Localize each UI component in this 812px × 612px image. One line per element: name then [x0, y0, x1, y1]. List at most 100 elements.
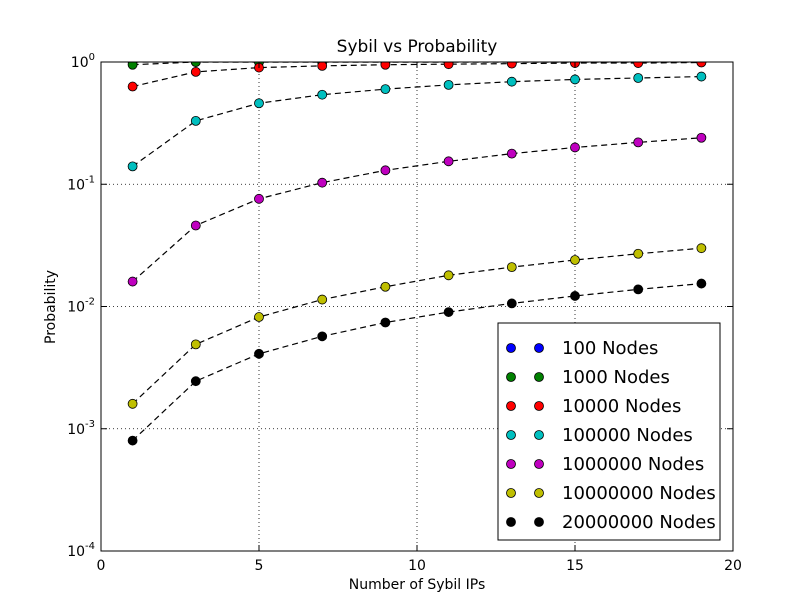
data-point-series-6 — [443, 307, 454, 317]
y-tick-base: 10 — [67, 422, 85, 438]
legend-marker — [534, 517, 544, 527]
data-point-series-4 — [696, 132, 707, 143]
legend-label: 1000000 Nodes — [562, 454, 704, 475]
x-tick-label: 15 — [566, 558, 584, 574]
legend-marker — [506, 430, 516, 440]
data-point-series-2 — [633, 62, 644, 68]
data-point-series-4 — [190, 220, 201, 231]
y-axis-label: Probability — [43, 270, 59, 344]
data-point-series-3 — [633, 73, 644, 83]
data-point-series-6 — [380, 317, 391, 328]
data-point-series-3 — [696, 71, 707, 82]
y-tick-exponent: -2 — [85, 297, 95, 308]
data-point-series-5 — [570, 255, 580, 265]
legend-marker — [506, 517, 516, 527]
data-point-series-2 — [127, 81, 138, 92]
legend-label: 1000 Nodes — [562, 367, 670, 388]
legend-marker — [534, 459, 544, 469]
data-point-series-4 — [254, 193, 264, 204]
y-tick-exponent: -4 — [85, 541, 95, 552]
legend-box — [497, 322, 721, 541]
data-point-series-2 — [696, 62, 707, 68]
x-tick-label: 5 — [255, 558, 264, 574]
data-point-series-6 — [317, 331, 328, 342]
data-point-series-4 — [506, 148, 517, 159]
data-point-series-2 — [443, 62, 454, 70]
data-point-series-5 — [696, 243, 707, 254]
data-point-series-3 — [380, 84, 391, 95]
data-point-series-6 — [506, 298, 517, 309]
data-point-series-6 — [127, 435, 138, 446]
data-point-series-5 — [190, 339, 201, 350]
series-line-6 — [132, 282, 702, 442]
data-point-series-2 — [317, 62, 328, 71]
legend-marker — [534, 430, 544, 440]
y-tick-label: 10-1 — [67, 174, 95, 193]
y-tick-base: 10 — [67, 300, 85, 316]
y-tick-base: 10 — [67, 544, 85, 560]
legend-marker — [534, 343, 544, 353]
y-tick-exponent: 0 — [89, 52, 95, 63]
legend-marker — [506, 401, 516, 411]
data-point-series-6 — [570, 291, 580, 301]
y-tick-base: 10 — [67, 177, 85, 193]
data-point-series-1 — [190, 62, 201, 67]
series-line-4 — [132, 137, 702, 282]
data-point-series-5 — [380, 281, 391, 292]
y-tick-label: 10-2 — [67, 297, 95, 316]
legend-marker — [534, 488, 544, 498]
y-tick-label: 10-3 — [67, 419, 95, 438]
series-line-5 — [132, 247, 702, 405]
series-lines-layer — [132, 62, 702, 442]
data-point-series-6 — [696, 278, 707, 289]
y-tick-exponent: -1 — [85, 174, 95, 185]
legend-label: 20000000 Nodes — [562, 512, 716, 533]
y-tick-exponent: -3 — [85, 419, 95, 430]
data-point-series-4 — [570, 142, 580, 153]
data-point-series-3 — [506, 76, 517, 87]
data-point-series-3 — [254, 98, 264, 109]
legend-label: 10000 Nodes — [562, 396, 681, 417]
x-tick-label: 10 — [408, 558, 426, 574]
data-point-series-3 — [127, 161, 138, 172]
data-point-series-4 — [633, 137, 644, 148]
chart-title: Sybil vs Probability — [337, 37, 498, 57]
series-line-2 — [132, 62, 702, 88]
legend-marker — [506, 372, 516, 382]
data-point-series-5 — [254, 312, 264, 322]
series-markers-layer — [127, 62, 707, 446]
grid-layer — [101, 62, 733, 551]
legend-label: 100 Nodes — [562, 338, 658, 359]
data-point-series-2 — [506, 62, 517, 69]
data-point-series-2 — [190, 66, 201, 77]
legend-marker — [534, 372, 544, 382]
data-point-series-3 — [190, 115, 201, 126]
y-tick-base: 10 — [71, 55, 89, 71]
legend-marker — [506, 459, 516, 469]
legend: 100 Nodes 1000 Nodes 10000 Nodes 100000 Nod… — [497, 322, 721, 541]
legend-marker — [534, 401, 544, 411]
data-point-series-6 — [254, 348, 264, 359]
y-tick-label: 100 — [71, 52, 95, 71]
data-point-series-4 — [317, 177, 328, 188]
data-point-series-3 — [570, 74, 580, 85]
data-point-series-5 — [506, 262, 517, 273]
legend-label: 100000 Nodes — [562, 425, 693, 446]
data-point-series-5 — [443, 270, 454, 281]
data-point-series-4 — [443, 156, 454, 167]
legend-marker — [506, 343, 516, 353]
data-point-series-5 — [127, 398, 138, 409]
data-point-series-5 — [633, 248, 644, 259]
data-point-series-3 — [443, 79, 454, 90]
series-line-3 — [132, 75, 702, 167]
data-point-series-5 — [317, 294, 328, 305]
data-point-series-1 — [127, 62, 138, 70]
x-tick-label: 20 — [724, 558, 742, 574]
data-point-series-6 — [633, 284, 644, 295]
legend-marker — [506, 488, 516, 498]
data-point-series-2 — [380, 62, 391, 70]
legend-label: 10000000 Nodes — [562, 483, 716, 504]
